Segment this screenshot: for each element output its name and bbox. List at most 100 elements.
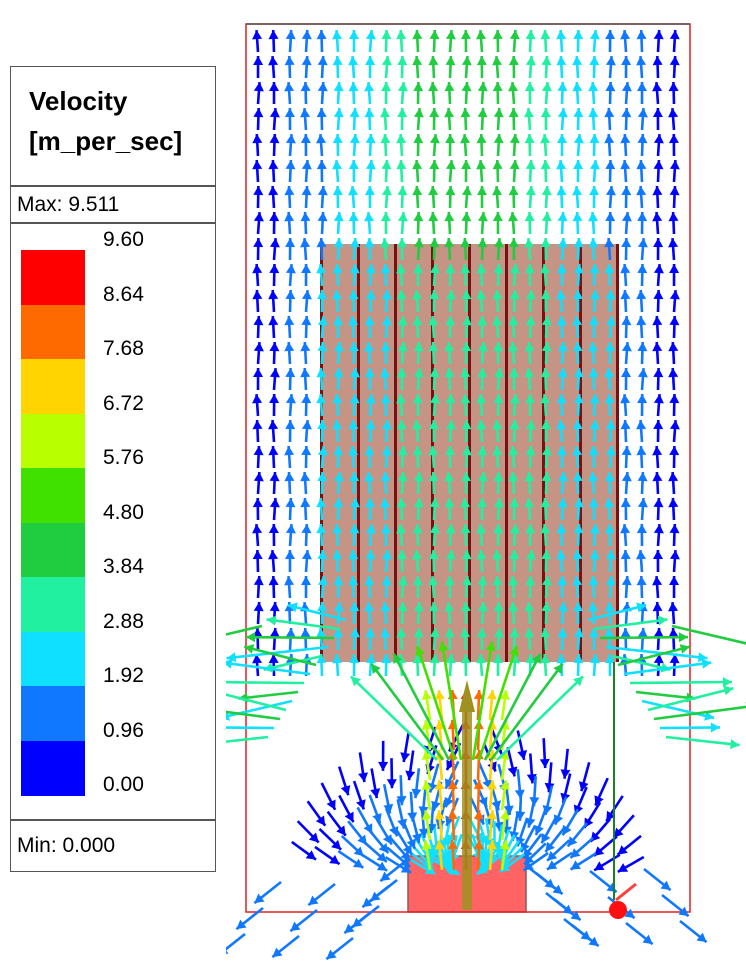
velocity-arrow-head: [620, 524, 631, 534]
velocity-arrow-head: [300, 498, 311, 508]
velocity-arrow-head: [316, 368, 327, 378]
probe-marker: [615, 882, 637, 902]
velocity-arrow-head: [652, 186, 663, 196]
velocity-arrow-head: [428, 212, 439, 222]
velocity-arrow-head: [365, 524, 376, 534]
velocity-arrow-head: [371, 663, 381, 674]
velocity-arrow-head: [493, 524, 504, 534]
velocity-arrow-head: [397, 108, 408, 118]
velocity-arrow-head: [540, 368, 551, 378]
velocity-arrow-head: [710, 722, 720, 733]
velocity-arrow-head: [723, 685, 734, 696]
velocity-arrow-head: [284, 212, 295, 222]
velocity-arrow-head: [669, 394, 680, 404]
velocity-arrow-head: [393, 653, 403, 664]
velocity-arrow-head: [421, 840, 432, 850]
velocity-arrow-head: [326, 799, 336, 810]
velocity-arrow-head: [317, 446, 328, 456]
velocity-arrow-head: [285, 524, 296, 534]
velocity-arrow-head: [444, 82, 455, 92]
velocity-arrow-head: [499, 840, 510, 850]
velocity-arrow-head: [540, 498, 551, 508]
velocity-arrow-head: [589, 56, 600, 66]
velocity-arrow-head: [508, 56, 519, 66]
velocity-arrow-head: [380, 238, 391, 248]
velocity-arrow-head: [445, 394, 456, 404]
velocity-arrow-head: [460, 524, 471, 534]
velocity-arrow-head: [340, 785, 351, 796]
velocity-arrow-head: [428, 472, 439, 482]
velocity-arrow-head: [524, 342, 535, 352]
velocity-arrow-head: [557, 628, 568, 638]
velocity-arrow-head: [412, 550, 423, 560]
velocity-arrow-shaft: [370, 662, 445, 761]
velocity-arrow-head: [413, 628, 424, 638]
velocity-arrow-head: [317, 212, 328, 222]
velocity-arrow-head: [428, 316, 439, 326]
velocity-arrow-head: [284, 576, 295, 586]
velocity-arrow-head: [621, 368, 631, 377]
velocity-arrows: [226, 29, 746, 961]
velocity-arrow-head: [428, 550, 439, 560]
velocity-arrow-head: [525, 160, 536, 170]
legend-tick-label: 1.92: [103, 664, 144, 687]
velocity-arrow-head: [556, 446, 567, 455]
velocity-arrow-head: [412, 290, 423, 300]
velocity-arrow-head: [461, 160, 472, 169]
velocity-arrow-head: [669, 550, 680, 560]
velocity-arrow-head: [605, 212, 616, 222]
velocity-arrow-head: [365, 420, 376, 430]
velocity-arrow-head: [285, 394, 296, 404]
legend-tick-label: 6.72: [103, 391, 144, 415]
velocity-arrow-head: [621, 472, 632, 482]
velocity-arrow-head: [636, 420, 647, 430]
velocity-arrow-head: [445, 186, 456, 196]
velocity-arrow-head: [253, 342, 264, 352]
velocity-arrow-head: [396, 394, 407, 404]
velocity-arrow-head: [381, 30, 392, 40]
velocity-arrow-head: [477, 316, 488, 326]
velocity-arrow-head: [477, 342, 488, 352]
velocity-arrow-head: [461, 550, 472, 560]
velocity-arrow-head: [541, 446, 552, 456]
velocity-arrow-head: [722, 677, 732, 688]
velocity-arrow-head: [524, 108, 535, 118]
velocity-arrow-head: [604, 394, 615, 404]
velocity-arrow-head: [252, 654, 263, 664]
velocity-arrow-head: [524, 498, 535, 508]
velocity-arrow-head: [562, 904, 573, 915]
velocity-arrow-head: [476, 30, 487, 40]
velocity-arrow-head: [380, 472, 391, 482]
velocity-arrow-head: [412, 420, 423, 430]
velocity-arrow-head: [445, 316, 456, 326]
velocity-arrow-head: [547, 850, 558, 861]
velocity-arrow-head: [444, 368, 455, 378]
velocity-arrow-head: [413, 472, 424, 482]
velocity-arrow-head: [653, 420, 664, 430]
velocity-arrow-head: [460, 368, 471, 378]
velocity-arrow-head: [540, 394, 551, 404]
velocity-arrow-head: [268, 30, 279, 40]
velocity-arrow-head: [301, 550, 312, 560]
velocity-arrow-head: [272, 947, 283, 958]
velocity-arrow-head: [445, 446, 455, 455]
legend-tick-label: 4.80: [103, 500, 144, 524]
velocity-arrow-head: [476, 654, 487, 664]
velocity-arrow-head: [520, 841, 530, 853]
velocity-arrow-head: [429, 524, 440, 534]
velocity-arrow-head: [517, 750, 528, 760]
velocity-arrow-head: [556, 524, 567, 534]
velocity-arrow-shaft: [226, 624, 263, 636]
velocity-arrow-head: [428, 602, 439, 612]
velocity-arrow-head: [364, 576, 375, 586]
velocity-arrow-head: [364, 602, 375, 612]
velocity-arrow-head: [332, 290, 343, 300]
velocity-arrow-head: [701, 658, 712, 669]
velocity-arrow-head: [588, 936, 599, 947]
velocity-arrow-head: [244, 644, 255, 654]
velocity-arrow-head: [317, 420, 328, 430]
velocity-arrow-head: [402, 844, 412, 855]
velocity-arrow-head: [364, 108, 375, 118]
velocity-arrow-head: [253, 316, 264, 326]
velocity-arrow-head: [492, 82, 503, 92]
